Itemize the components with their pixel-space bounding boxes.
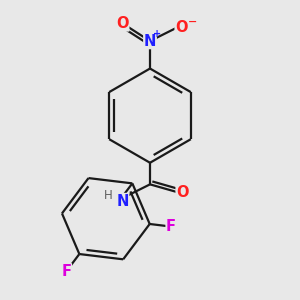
Text: N: N [144,34,156,49]
Text: F: F [166,219,176,234]
Text: +: + [153,29,161,39]
Text: N: N [116,194,129,208]
Text: −: − [188,16,197,26]
Text: O: O [116,16,129,31]
Text: H: H [104,189,113,202]
Text: F: F [61,264,71,279]
Text: O: O [175,20,188,35]
Text: O: O [176,185,189,200]
